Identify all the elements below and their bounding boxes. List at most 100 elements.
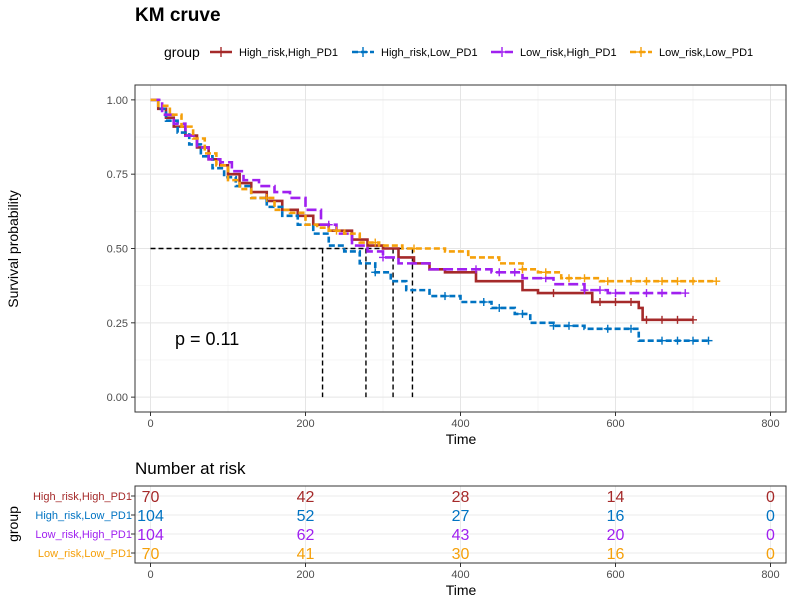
km-y-tick-label: 0.75 (107, 169, 128, 181)
legend-label: Low_risk,Low_PD1 (659, 47, 753, 59)
risk-count: 0 (766, 527, 775, 544)
km-y-tick-label: 0.00 (107, 392, 128, 404)
risk-count: 42 (297, 489, 315, 506)
risk-count: 28 (452, 489, 470, 506)
risk-count: 41 (297, 546, 315, 563)
legend-item: Low_risk,Low_PD1 (630, 47, 753, 59)
censor-mark (681, 289, 690, 298)
censor-mark (642, 315, 651, 324)
risk-row-label: Low_risk,High_PD1 (35, 529, 132, 541)
censor-mark (262, 193, 271, 202)
censor-mark (673, 315, 682, 324)
censor-mark (541, 268, 550, 277)
censor-mark (611, 289, 620, 298)
km-x-tick-label: 800 (761, 418, 779, 430)
censor-mark (658, 277, 666, 286)
censor-mark (704, 336, 713, 345)
censor-mark (658, 336, 666, 345)
censor-mark (510, 268, 519, 277)
censor-mark (627, 298, 635, 307)
legend-item: Low_risk,High_PD1 (491, 47, 617, 59)
legend-label: Low_risk,High_PD1 (520, 47, 617, 59)
censor-mark (580, 274, 589, 283)
censor-mark (379, 253, 387, 262)
km-curve-2 (150, 98, 709, 342)
risk-count: 27 (452, 508, 470, 525)
censor-mark (689, 277, 697, 286)
censor-mark (673, 336, 682, 345)
km-plot-panel: 0 200 400 600 800 0.00 0.25 0.50 0.75 1.00 (107, 84, 787, 430)
censor-mark (518, 265, 527, 274)
risk-count: 0 (766, 489, 775, 506)
risk-count: 52 (297, 508, 315, 525)
risk-x-tick-label: 600 (606, 569, 624, 581)
risk-count: 70 (142, 489, 160, 506)
censor-mark (673, 277, 682, 286)
legend-item: High_risk,Low_PD1 (352, 47, 478, 59)
censor-mark (371, 268, 380, 277)
censor-mark (627, 324, 635, 333)
censor-mark (549, 289, 558, 298)
risk-count: 43 (452, 527, 470, 544)
risk-row-label: High_risk,High_PD1 (33, 491, 132, 503)
km-y-axis-label: Survival probability (5, 190, 21, 308)
km-x-tick-label: 400 (451, 418, 469, 430)
chart-title: KM cruve (135, 5, 221, 26)
risk-count: 0 (766, 546, 775, 563)
censor-mark (371, 238, 380, 247)
legend-item: High_risk,High_PD1 (210, 47, 338, 59)
legend-title: group (164, 44, 200, 60)
risk-x-tick-label: 0 (147, 569, 153, 581)
risk-count: 104 (137, 527, 164, 544)
risk-count: 30 (452, 546, 470, 563)
p-value-annotation: p = 0.11 (175, 329, 239, 349)
km-x-axis-label: Time (446, 431, 477, 447)
censor-mark (441, 292, 449, 301)
censor-mark (565, 274, 573, 283)
risk-row-label: Low_risk,Low_PD1 (38, 548, 132, 560)
censor-mark (580, 286, 589, 295)
censor-mark (472, 265, 480, 274)
censor-mark (658, 289, 666, 298)
censor-mark (689, 315, 697, 324)
censor-mark (565, 321, 573, 330)
risk-x-tick-label: 200 (296, 569, 314, 581)
risk-x-tick-label: 400 (451, 569, 469, 581)
km-y-tick-label: 0.25 (107, 318, 128, 330)
km-x-tick-label: 200 (296, 418, 314, 430)
legend-label: High_risk,Low_PD1 (381, 47, 478, 59)
risk-count: 14 (607, 489, 625, 506)
censor-mark (603, 324, 612, 333)
risk-x-axis-label: Time (446, 582, 477, 598)
legend: group High_risk,High_PD1 High_risk,Low_PD… (164, 44, 753, 60)
censor-mark (332, 226, 341, 235)
risk-count: 20 (607, 527, 625, 544)
km-x-tick-label: 0 (147, 418, 153, 430)
risk-count: 70 (142, 546, 160, 563)
censor-mark (627, 277, 635, 286)
censor-mark (689, 336, 697, 345)
censor-mark (658, 315, 666, 324)
censor-mark (611, 298, 620, 307)
risk-count: 16 (607, 508, 625, 525)
censor-mark (495, 303, 504, 312)
risk-count: 16 (607, 546, 625, 563)
censor-mark (596, 298, 604, 307)
km-y-tick-label: 1.00 (107, 95, 128, 107)
km-y-tick-label: 0.50 (107, 244, 128, 256)
risk-table-title: Number at risk (135, 459, 246, 478)
risk-y-axis-label: group (5, 506, 21, 542)
risk-count: 104 (137, 508, 164, 525)
km-panel-border (134, 84, 787, 413)
censor-mark (518, 309, 527, 318)
risk-x-tick-label: 800 (761, 569, 779, 581)
censor-mark (410, 244, 418, 253)
risk-panel-border (134, 485, 787, 564)
legend-label: High_risk,High_PD1 (239, 47, 338, 59)
risk-row-label: High_risk,Low_PD1 (35, 510, 132, 522)
risk-count: 0 (766, 508, 775, 525)
censor-mark (603, 277, 612, 286)
risk-count: 62 (297, 527, 315, 544)
